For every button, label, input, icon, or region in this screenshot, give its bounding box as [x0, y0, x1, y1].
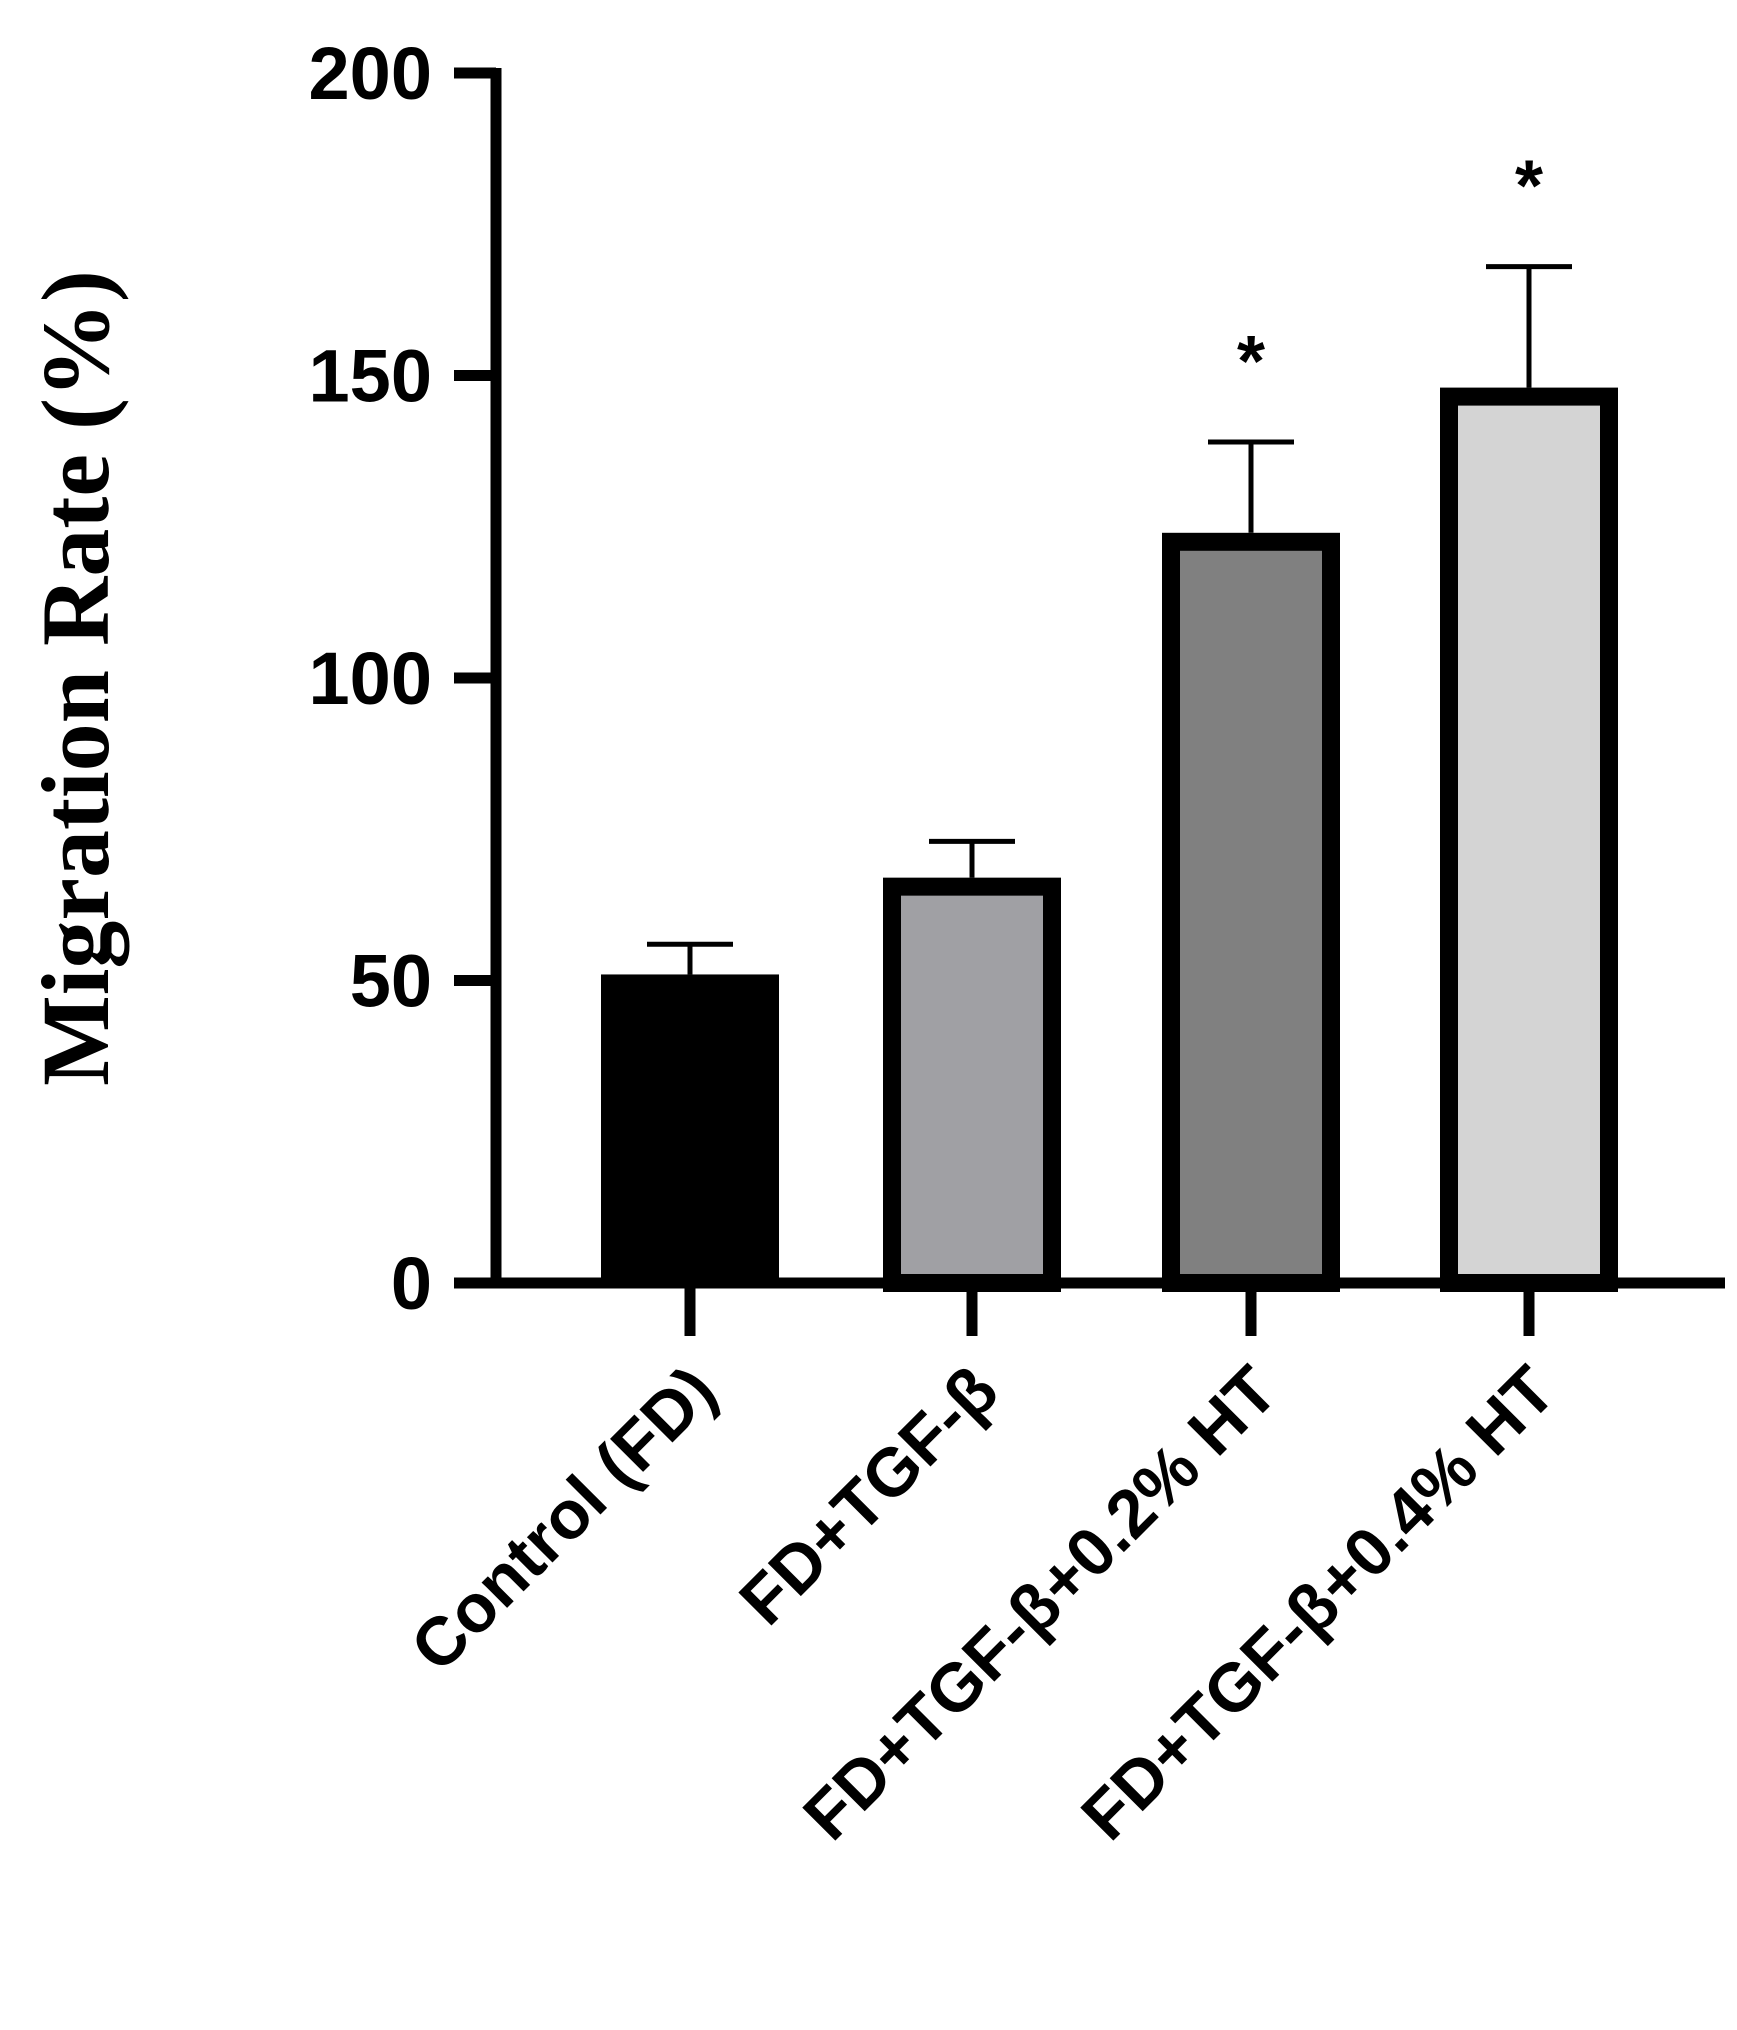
- category-labels: Control (FD)FD+TGF-βFD+TGF-β+0.2% HTFD+T…: [396, 1352, 1569, 1855]
- bar: [1162, 532, 1340, 1292]
- category-label: Control (FD): [396, 1352, 730, 1686]
- error-bar: [1486, 264, 1572, 388]
- significance-marker: *: [1515, 147, 1543, 227]
- category-label: FD+TGF-β+0.2% HT: [789, 1352, 1292, 1855]
- y-axis-title: Migration Rate (%): [22, 270, 129, 1086]
- error-bar: [647, 941, 733, 975]
- category-label: FD+TGF-β: [725, 1352, 1012, 1639]
- axes: [454, 68, 1725, 1289]
- error-bar: [1208, 439, 1294, 533]
- y-ticks: 0 50 100 150 200: [309, 32, 496, 1325]
- bar: [1440, 387, 1618, 1293]
- x-ticks: [684, 1283, 1535, 1336]
- category-label: FD+TGF-β+0.4% HT: [1067, 1352, 1570, 1855]
- y-tick-label: 100: [309, 637, 432, 720]
- y-tick-label: 150: [309, 335, 432, 418]
- y-tick-label: 50: [350, 940, 432, 1023]
- significance-markers: **: [1237, 147, 1543, 402]
- error-bars: [647, 264, 1572, 975]
- y-tick-label: 200: [309, 32, 432, 115]
- bar: [601, 974, 779, 1283]
- bars: [601, 387, 1618, 1293]
- y-tick-label: 0: [391, 1242, 432, 1325]
- bar: [883, 877, 1061, 1293]
- significance-marker: *: [1237, 322, 1265, 402]
- error-bar: [929, 838, 1015, 878]
